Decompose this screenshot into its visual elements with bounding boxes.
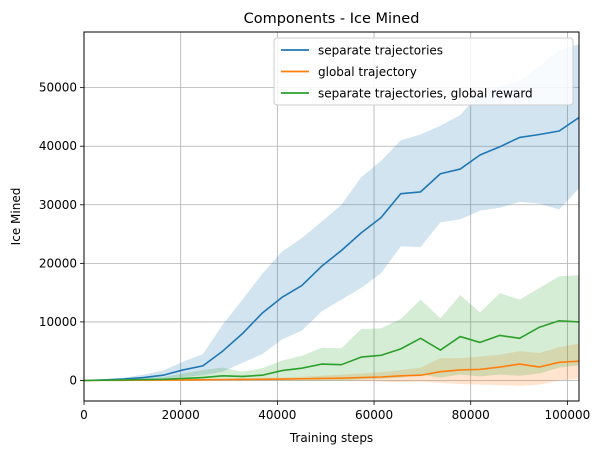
series-line xyxy=(84,319,579,382)
legend-box xyxy=(273,37,574,106)
y-tick-label: 30000 xyxy=(39,198,77,212)
legend: separate trajectories global trajectory se… xyxy=(273,37,574,106)
x-tick-label: 20000 xyxy=(162,408,200,422)
y-axis-ticks: 0 10000 20000 30000 40000 50000 xyxy=(39,81,84,388)
confidence-band xyxy=(84,275,579,381)
plot-frame xyxy=(83,31,580,402)
y-tick-label: 50000 xyxy=(39,81,77,95)
series-line xyxy=(84,360,579,382)
x-axis-label: Training steps xyxy=(289,431,373,445)
x-axis-ticks: 0 20000 40000 60000 80000 100000 xyxy=(80,401,590,422)
y-tick-label: 10000 xyxy=(39,315,77,329)
x-tick-label: 40000 xyxy=(258,408,296,422)
legend-label: separate trajectories, global reward xyxy=(318,87,533,101)
chart-title: Components - Ice Mined xyxy=(244,11,420,27)
legend-label: separate trajectories xyxy=(318,44,443,58)
y-tick-label: 0 xyxy=(69,374,77,388)
confidence-band xyxy=(84,44,579,381)
y-tick-label: 40000 xyxy=(39,139,77,153)
series-line xyxy=(84,116,579,382)
x-tick-label: 60000 xyxy=(355,408,393,422)
y-axis-label: Ice Mined xyxy=(9,188,23,246)
y-tick-label: 20000 xyxy=(39,256,77,270)
legend-label: global trajectory xyxy=(318,65,417,79)
x-tick-label: 80000 xyxy=(452,408,490,422)
x-tick-label: 100000 xyxy=(544,408,590,422)
confidence-bands xyxy=(84,44,579,386)
confidence-band xyxy=(84,343,579,386)
x-tick-label: 0 xyxy=(80,408,88,422)
series-lines xyxy=(84,116,579,382)
